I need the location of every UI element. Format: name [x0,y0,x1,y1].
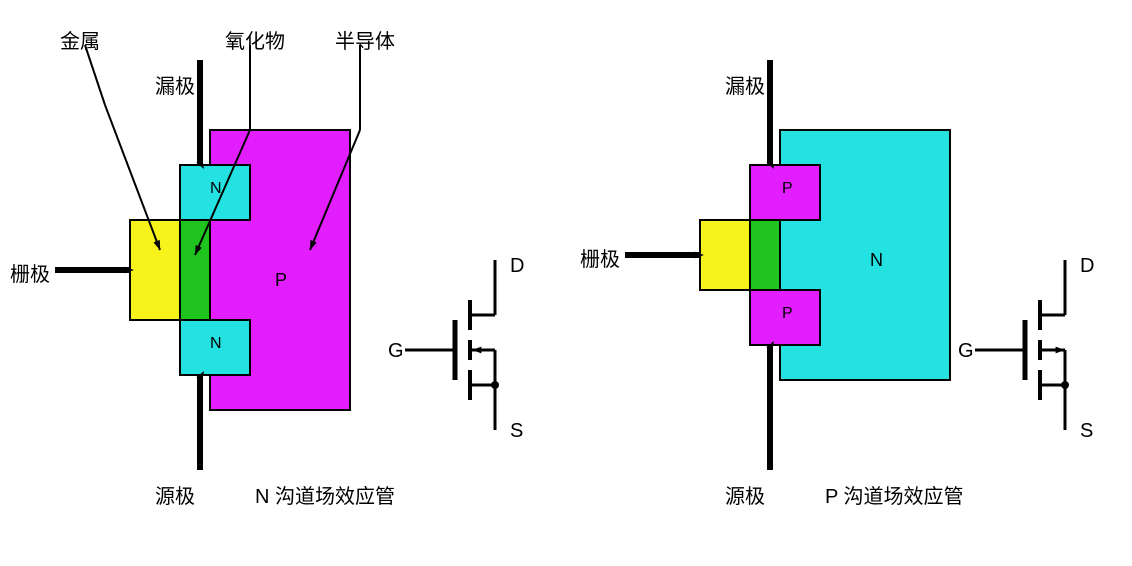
sym-g-left: G [388,340,404,363]
label-drain-left: 漏极 [155,70,195,99]
region-n-bot: N [210,335,222,353]
label-source-right: 源极 [725,480,765,509]
region-body-left: P [275,270,287,291]
label-metal: 金属 [60,25,100,54]
label-semiconductor: 半导体 [335,25,395,54]
region-n-top: N [210,180,222,198]
title-left: N 沟道场效应管 [255,480,395,509]
label-gate-right: 栅极 [580,243,620,272]
label-gate-left: 栅极 [10,258,50,287]
sym-g-right: G [958,340,974,363]
label-drain-right: 漏极 [725,70,765,99]
region-p-bot: P [782,305,793,323]
sym-s-right: S [1080,420,1093,443]
diagram-canvas: 金属 氧化物 半导体 漏极 栅极 源极 N 沟道场效应管 P N N D G S… [0,0,1132,566]
region-p-top: P [782,180,793,198]
sym-d-right: D [1080,255,1094,278]
title-right: P 沟道场效应管 [825,480,964,509]
region-body-right: N [870,250,883,271]
sym-s-left: S [510,420,523,443]
label-source-left: 源极 [155,480,195,509]
label-oxide: 氧化物 [225,25,285,54]
sym-d-left: D [510,255,524,278]
